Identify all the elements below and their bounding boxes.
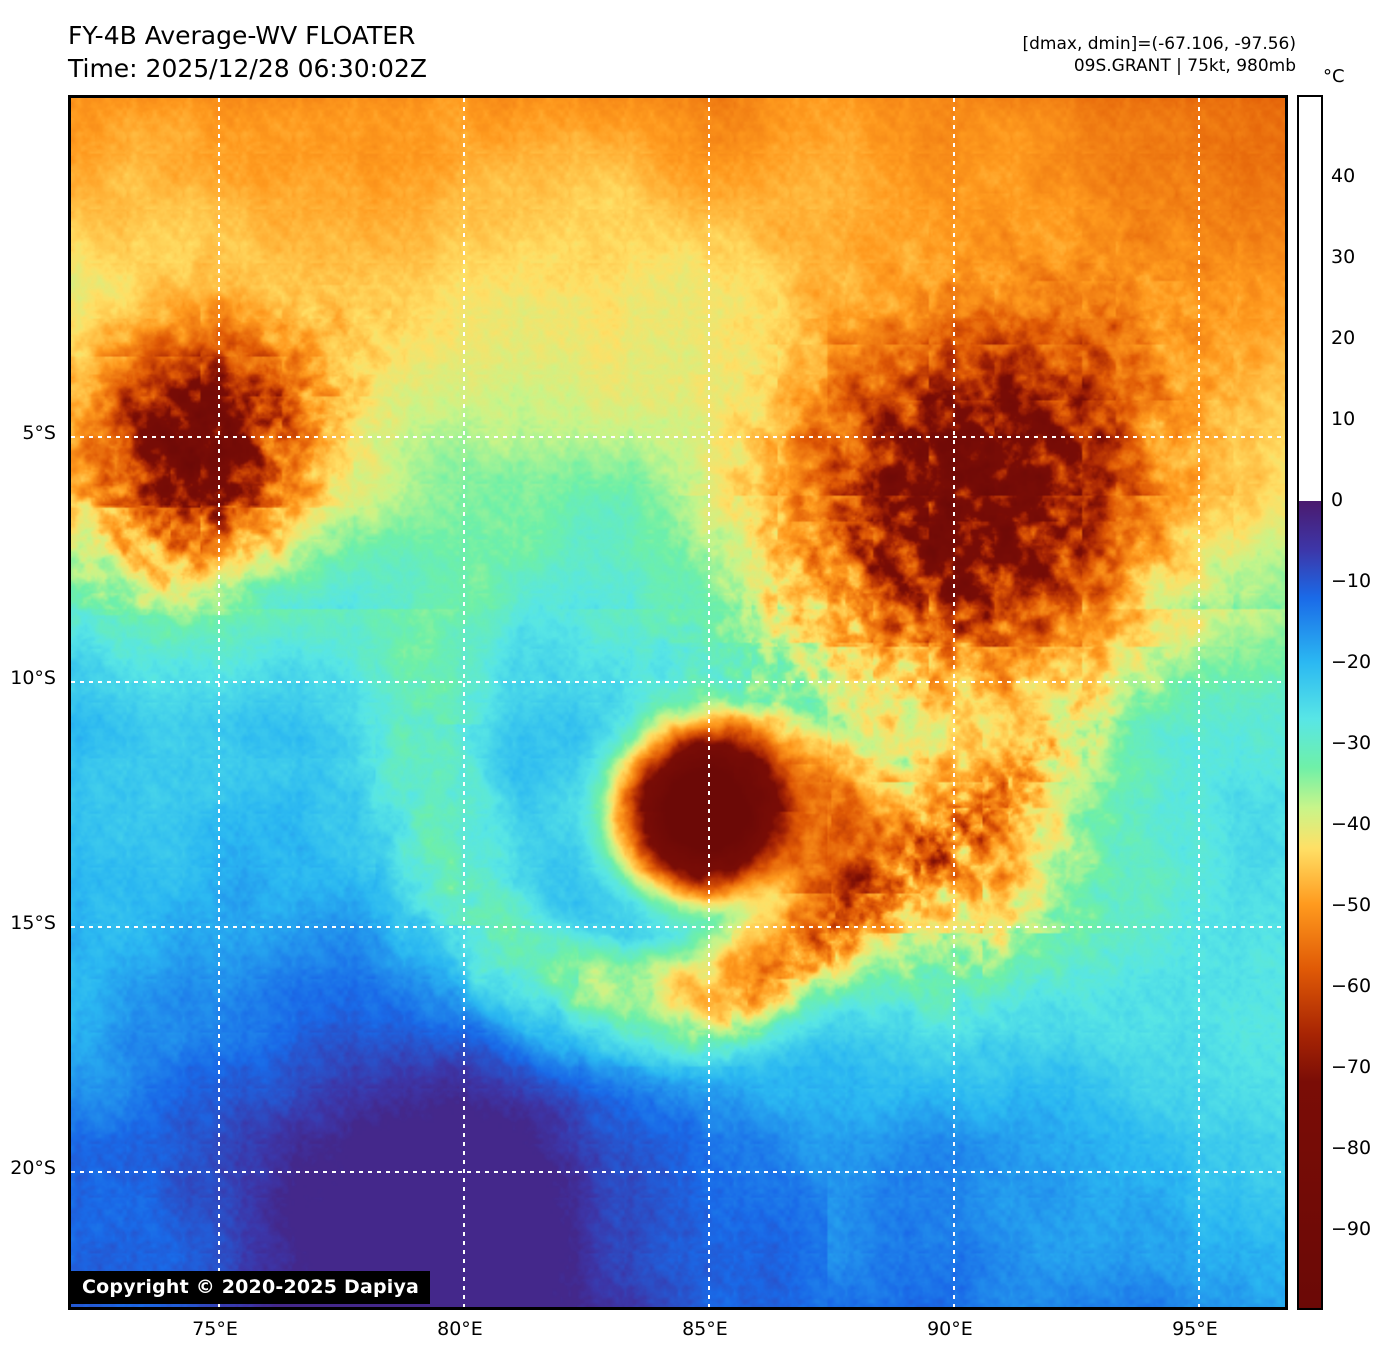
colorbar-tick-label: −60 [1331,975,1372,997]
colorbar-tick-label: 0 [1331,489,1344,511]
copyright-banner: Copyright © 2020-2025 Dapiya [71,1271,431,1304]
storm-info-label: 09S.GRANT | 75kt, 980mb [1073,56,1296,77]
lon-tick-label: 75°E [192,1318,238,1340]
title-block: FY-4B Average-WV FLOATER Time: 2025/12/2… [68,20,427,85]
gridline-lat [71,925,1285,928]
dmax-dmin-label: [dmax, dmin]=(-67.106, -97.56) [1022,34,1297,54]
lon-tick-label: 80°E [437,1318,483,1340]
gridline-lat [71,436,1285,439]
gridline-lon [952,98,955,1307]
lat-tick-label: 10°S [10,667,56,689]
metadata-block: [dmax, dmin]=(-67.106, -97.56) 09S.GRANT… [1023,33,1297,78]
gridline-lon [217,98,220,1307]
colorbar-cold-segment [1299,500,1321,1308]
page-title: FY-4B Average-WV FLOATER [68,21,416,50]
lat-tick-label: 20°S [10,1156,56,1179]
colorbar-unit-label: °C [1323,66,1345,87]
colorbar-tick-label: −30 [1331,732,1372,754]
colorbar-tick-label: 40 [1331,165,1356,187]
lon-tick-label: 85°E [682,1318,728,1340]
gridline-lon [707,98,710,1307]
gridline-lon [462,98,465,1307]
colorbar-tick-label: −80 [1331,1137,1372,1159]
colorbar-tick-label: −20 [1331,651,1372,673]
gridline-lat [71,681,1285,683]
colorbar-tick-label: 10 [1331,408,1356,430]
satellite-imagery-canvas [71,98,1285,1307]
lon-tick-label: 90°E [927,1318,973,1340]
lat-tick-label: 5°S [22,422,56,445]
lat-tick-label: 15°S [10,911,56,934]
colorbar-tick-label: −10 [1331,570,1372,592]
colorbar [1297,95,1323,1310]
colorbar-tick-label: −40 [1331,813,1372,835]
colorbar-tick-label: −90 [1331,1218,1372,1240]
gridline-lon [1197,98,1200,1307]
colorbar-tick-label: −50 [1331,894,1372,916]
lon-tick-label: 95°E [1172,1318,1218,1340]
gridline-lat [71,1170,1285,1173]
colorbar-tick-label: 30 [1331,246,1356,268]
satellite-image-plot: Copyright © 2020-2025 Dapiya [68,95,1288,1310]
colorbar-tick-label: −70 [1331,1056,1372,1078]
timestamp-label: Time: 2025/12/28 06:30:02Z [68,53,427,83]
colorbar-tick-label: 20 [1331,327,1356,349]
colorbar-warm-segment [1299,97,1321,501]
